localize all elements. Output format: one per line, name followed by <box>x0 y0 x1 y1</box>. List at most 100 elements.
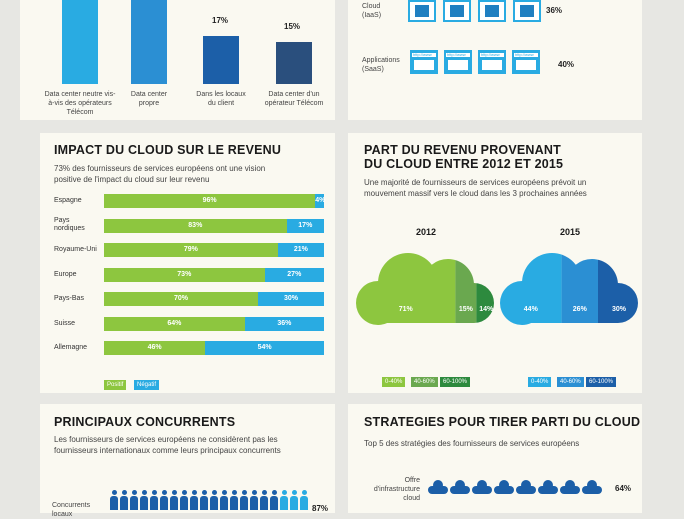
person-icon <box>130 490 138 510</box>
web-app-icon: http://www <box>444 50 472 74</box>
building-2-label: Data center propre <box>130 91 168 107</box>
competitors-title: PRINCIPAUX CONCURRENTS <box>54 415 236 429</box>
server-chip-icon <box>408 0 436 22</box>
cloud-legend-item: 60-100% <box>440 377 471 387</box>
app-url: http://www <box>447 52 466 57</box>
small-cloud-icon <box>538 480 558 494</box>
cloud-charts: 2012 71% 15% 14% 2015 44% 26% 30% <box>356 227 638 325</box>
iaas-label: Cloud (IaaS) <box>362 3 382 19</box>
small-cloud-icon <box>472 480 492 494</box>
web-app-icon: http://www <box>512 50 540 74</box>
building-4-pct: 15% <box>284 22 301 31</box>
top-left-panel: 17% 15% Data center neutre vis-à-vis des… <box>20 0 335 120</box>
bar-category-label: Royaume-Uni <box>54 246 97 253</box>
cloud-segment-label: 71% <box>399 306 414 313</box>
competitors-row-label: Concurrents locaux <box>52 502 91 518</box>
server-chip-icon <box>478 0 506 22</box>
cloud-year-label: 2015 <box>560 227 580 237</box>
small-cloud-icon <box>516 480 536 494</box>
saas-pct: 40% <box>558 60 575 69</box>
bar-positive: 96% <box>104 194 316 208</box>
bar-category-label: Pays-Bas <box>54 295 84 302</box>
web-app-icon: http://www <box>478 50 506 74</box>
cloud-legend-item: 60-100% <box>586 377 617 387</box>
bar-row: 46% 54% <box>104 341 324 355</box>
building-3 <box>203 36 239 84</box>
bar-row: 70% 30% <box>104 292 324 306</box>
small-cloud-icon <box>428 480 448 494</box>
bar-category-label: Espagne <box>54 197 82 204</box>
strategies-row-label: Offre d'infrastructure cloud <box>373 477 420 502</box>
bar-row: 79% 21% <box>104 243 324 257</box>
legend-positive: Positif <box>104 380 127 390</box>
cloud-legend-item: 40-60% <box>411 377 438 387</box>
building-4 <box>276 42 312 84</box>
cloud-segment <box>598 253 638 325</box>
bar-category-label: Suisse <box>54 319 76 327</box>
bar-negative: 54% <box>205 341 324 355</box>
share-title-1: PART DU REVENU PROVENANT <box>364 143 561 157</box>
cloud-segment-label: 26% <box>573 306 588 313</box>
cloud-segment <box>455 253 477 325</box>
competitors-subtitle: Les fournisseurs de services européens n… <box>54 435 281 455</box>
competitors-pct: 87% <box>312 504 329 513</box>
bar-positive: 73% <box>104 267 265 282</box>
competitors-panel: PRINCIPAUX CONCURRENTS Les fournisseurs … <box>40 404 335 518</box>
person-icon <box>140 490 148 510</box>
cloud-segment <box>476 253 494 325</box>
person-icon <box>290 490 298 510</box>
app-url: http://www <box>481 52 500 57</box>
web-app-icon: http://www <box>410 50 438 74</box>
cloud-segment <box>561 253 598 325</box>
person-icon <box>110 490 118 510</box>
app-url: http://www <box>413 52 432 57</box>
small-cloud-icon <box>582 480 602 494</box>
share-title-2: DU CLOUD ENTRE 2012 ET 2015 <box>364 157 564 171</box>
strategies-panel: STRATEGIES POUR TIRER PARTI DU CLOUD Top… <box>348 404 642 513</box>
impact-subtitle: 73% des fournisseurs de services europée… <box>54 164 266 184</box>
legend-negative: Négatif <box>134 380 160 390</box>
building-3-label: Dans les locaux du client <box>196 91 246 107</box>
strategies-subtitle: Top 5 des stratégies des fournisseurs de… <box>364 439 580 448</box>
person-icon <box>230 490 238 510</box>
server-chip-icon <box>513 0 541 22</box>
cloud-legend-item: 40-60% <box>557 377 584 387</box>
person-icon <box>180 490 188 510</box>
building-2 <box>131 0 167 84</box>
small-cloud-icon <box>450 480 470 494</box>
person-icon <box>260 490 268 510</box>
bar-row: 96% 4% <box>104 194 325 208</box>
cloud-legend-item: 0-40% <box>528 377 552 387</box>
small-cloud-icon <box>494 480 514 494</box>
building-1-label: Data center neutre vis-à-vis des opérate… <box>44 91 116 116</box>
bar-positive: 64% <box>104 316 245 331</box>
bar-negative: 30% <box>258 292 324 306</box>
person-icon <box>160 490 168 510</box>
bar-positive: 70% <box>104 292 258 306</box>
cloud-year-label: 2012 <box>416 227 436 237</box>
strategies-pct: 64% <box>615 484 632 493</box>
cloud-segment-label: 44% <box>524 306 539 313</box>
saas-label: Applications (SaaS) <box>362 57 400 73</box>
bar-row: 73% 27% <box>104 267 324 282</box>
person-icon <box>210 490 218 510</box>
person-icon <box>250 490 258 510</box>
small-cloud-icon <box>560 480 580 494</box>
bar-row: 83% 17% <box>104 218 324 233</box>
building-1 <box>62 0 98 84</box>
share-subtitle: Une majorité de fournisseurs de services… <box>364 178 587 198</box>
iaas-pct: 36% <box>546 6 563 15</box>
strategies-title: STRATEGIES POUR TIRER PARTI DU CLOUD <box>364 415 641 429</box>
person-icon <box>270 490 278 510</box>
person-icon <box>300 490 308 510</box>
bar-negative: 17% <box>286 218 324 233</box>
cloud-segment-label: 30% <box>612 306 627 313</box>
person-icon <box>170 490 178 510</box>
bar-negative: 4% <box>315 194 325 208</box>
person-icon <box>280 490 288 510</box>
person-icon <box>150 490 158 510</box>
cloud-segment <box>356 253 456 325</box>
bar-positive: 79% <box>104 243 278 257</box>
cloud-legend-item: 0-40% <box>382 377 406 387</box>
bar-negative: 36% <box>244 316 324 331</box>
